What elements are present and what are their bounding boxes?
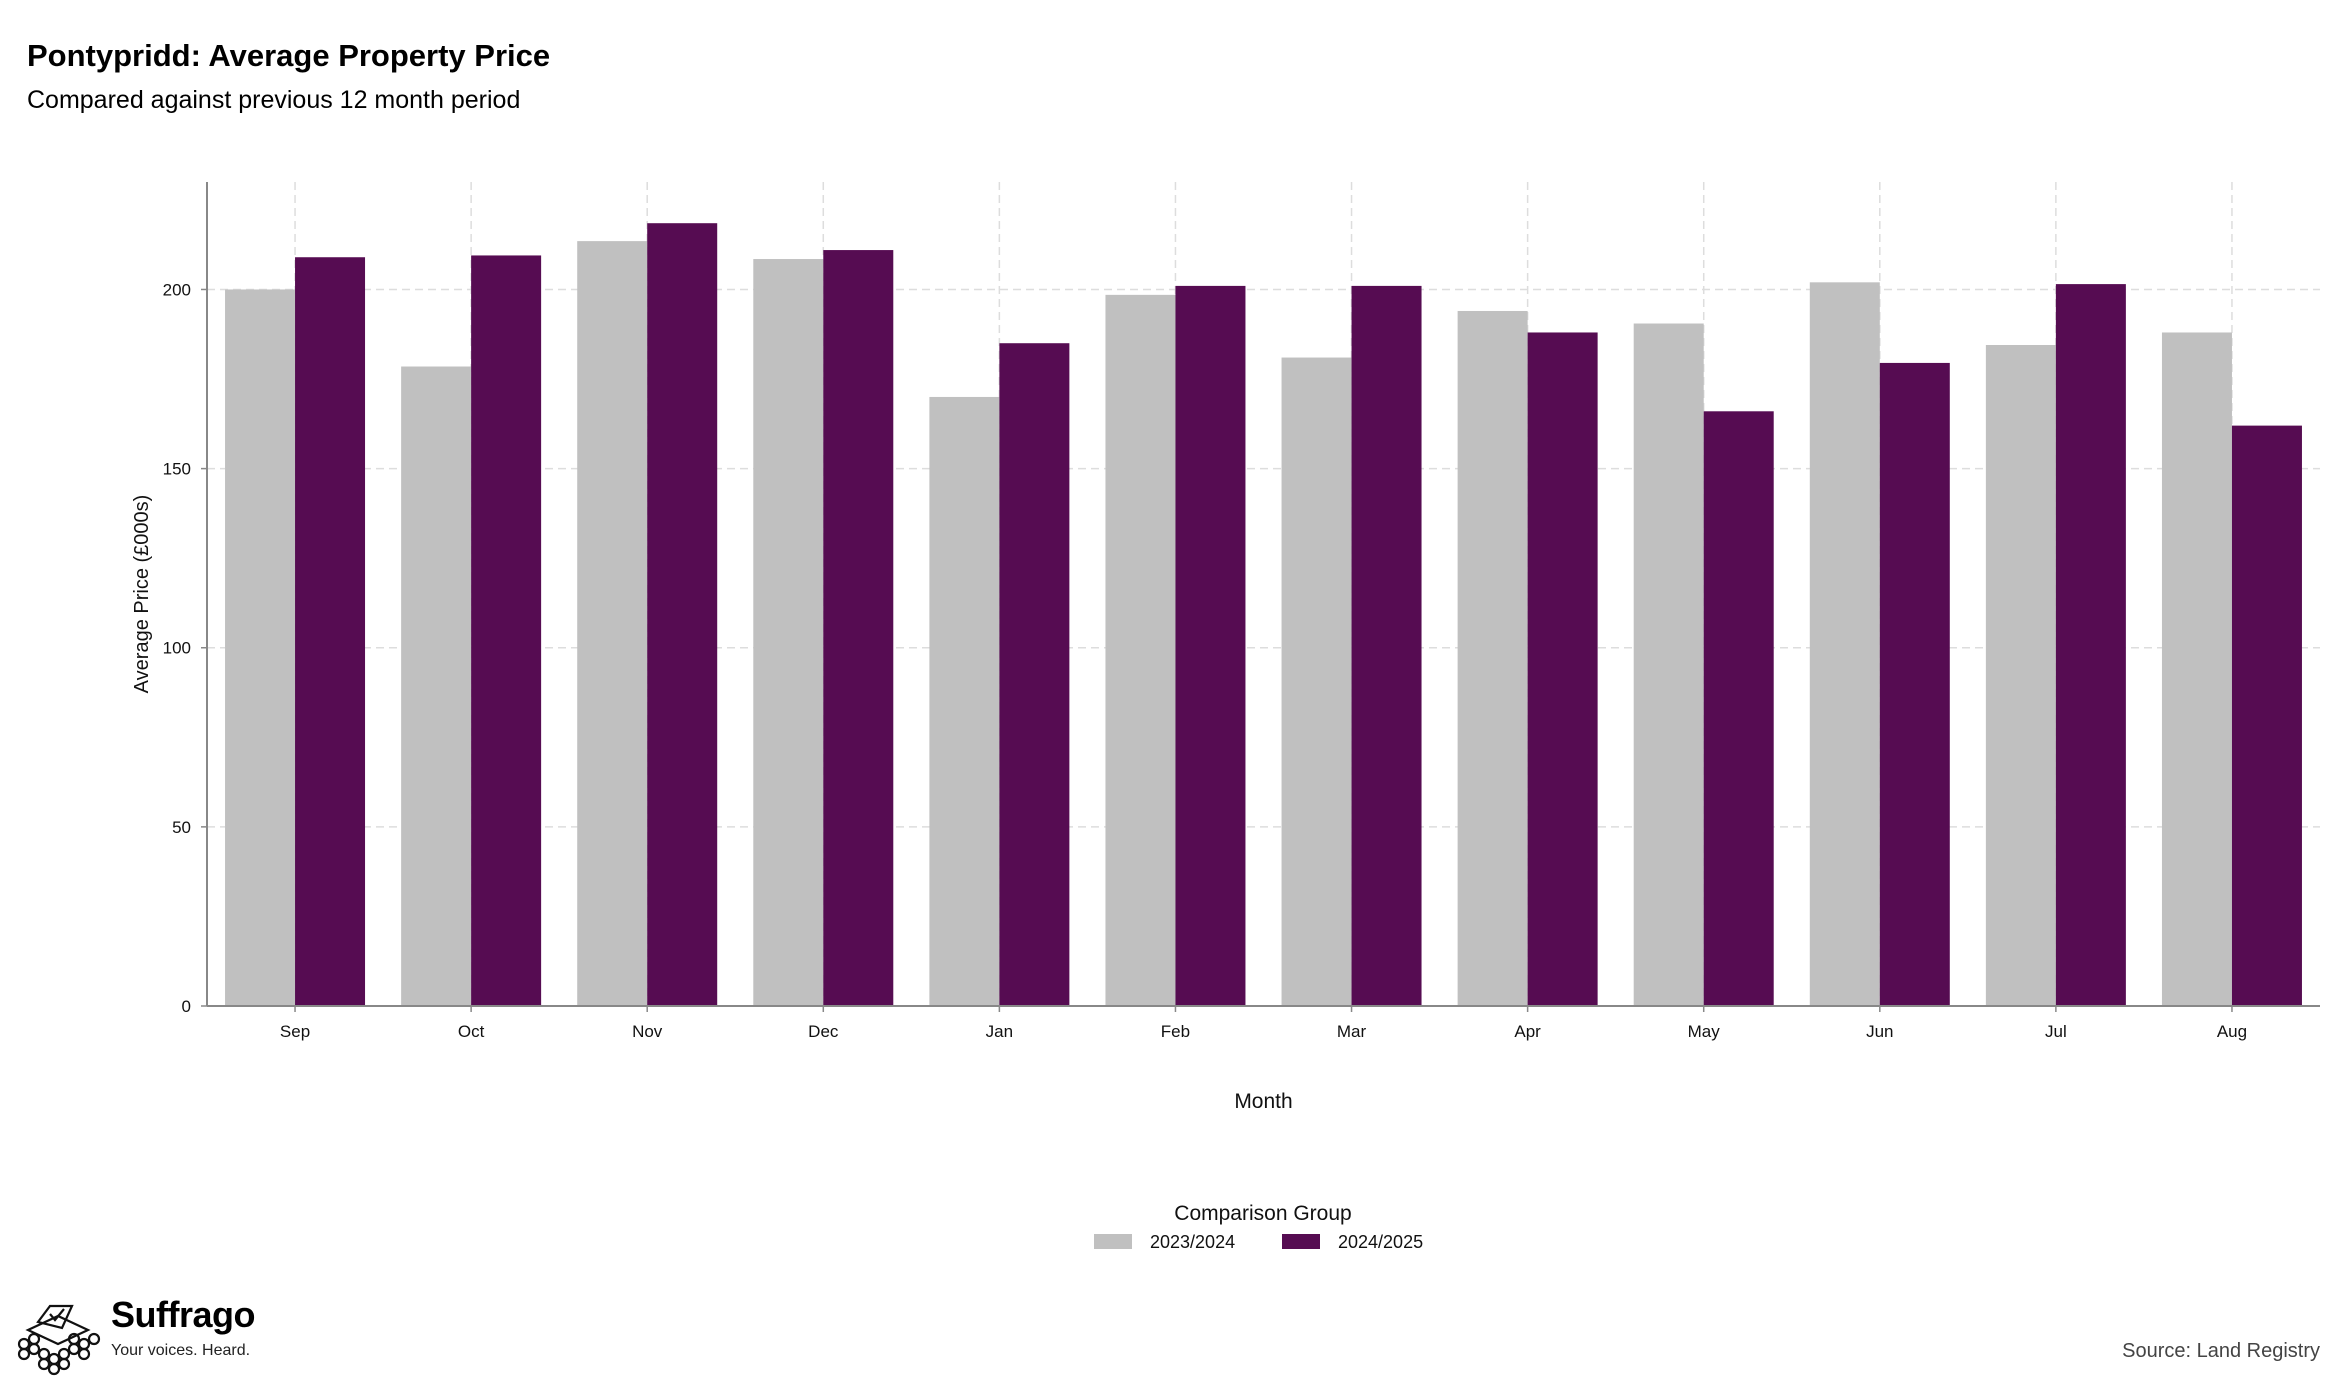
bar-2023-2024-aug [2161,332,2232,1006]
bar-2024-2025-jun [1879,362,1950,1006]
x-tick-label: May [1688,1022,1721,1041]
x-axis-title: Month [1234,1090,1292,1113]
bar-2024-2025-sep [295,257,366,1007]
brand-tagline: Your voices. Heard. [111,1342,251,1359]
bar-2023-2024-dec [753,259,824,1006]
x-tick-label: Sep [280,1022,310,1041]
bar-2024-2025-jul [2055,284,2126,1006]
bar-2023-2024-nov [577,241,648,1006]
bar-2023-2024-sep [225,289,296,1006]
brand-name: Suffrago [111,1294,256,1335]
legend-label: 2024/2025 [1338,1232,1423,1252]
y-tick-label: 150 [163,460,191,479]
bar-2023-2024-may [1633,323,1704,1006]
legend-label: 2023/2024 [1150,1232,1235,1252]
x-tick-label: Apr [1514,1022,1541,1041]
x-tick-label: Mar [1337,1022,1367,1041]
bar-2023-2024-jul [1985,345,2056,1007]
bar-chart: 0 50 100 150 200 Sep Oct Nov Dec Jan Feb Mar Apr May J… [131,182,2320,1252]
bar-2024-2025-mar [1351,285,1422,1007]
bar-2023-2024-oct [401,366,472,1006]
legend-title: Comparison Group [1174,1202,1351,1225]
bar-2023-2024-apr [1457,310,1528,1007]
y-tick-label: 200 [163,280,191,299]
bar-2023-2024-feb [1105,294,1176,1006]
chart-subtitle: Compared against previous 12 month perio… [27,86,521,114]
bar-2024-2025-jan [999,343,1070,1006]
x-tick-label: Feb [1161,1022,1190,1041]
x-tick-label: Nov [632,1022,663,1041]
source-note: Source: Land Registry [2122,1340,2320,1362]
bar-2024-2025-oct [471,255,542,1006]
bar-2023-2024-jun [1809,282,1880,1006]
legend-swatch [1282,1234,1320,1249]
x-tick-label: Jan [986,1022,1013,1041]
chart-title: Pontypridd: Average Property Price [27,38,551,73]
y-tick-label: 50 [172,818,191,837]
x-tick-label: Jun [1866,1022,1893,1041]
y-tick-label: 100 [163,639,191,658]
x-tick-label: Jul [2045,1022,2067,1041]
bar-2024-2025-aug [2231,425,2302,1006]
x-tick-label: Dec [808,1022,839,1041]
bar-2024-2025-dec [823,250,894,1006]
ballot-box-icon [17,1304,101,1376]
bar-2024-2025-may [1703,411,1774,1006]
brand-logo: Suffrago Your voices. Heard. [14,1292,274,1382]
bar-2023-2024-jan [929,396,1000,1006]
y-tick-label: 0 [182,997,191,1016]
bar-2024-2025-nov [647,223,718,1006]
x-tick-label: Aug [2217,1022,2247,1041]
y-axis-title: Average Price (£000s) [131,495,153,694]
legend-swatch [1094,1234,1132,1249]
x-tick-label: Oct [458,1022,485,1041]
bar-2024-2025-apr [1527,332,1598,1006]
bar-2023-2024-mar [1281,357,1352,1006]
bar-2024-2025-feb [1175,285,1246,1007]
